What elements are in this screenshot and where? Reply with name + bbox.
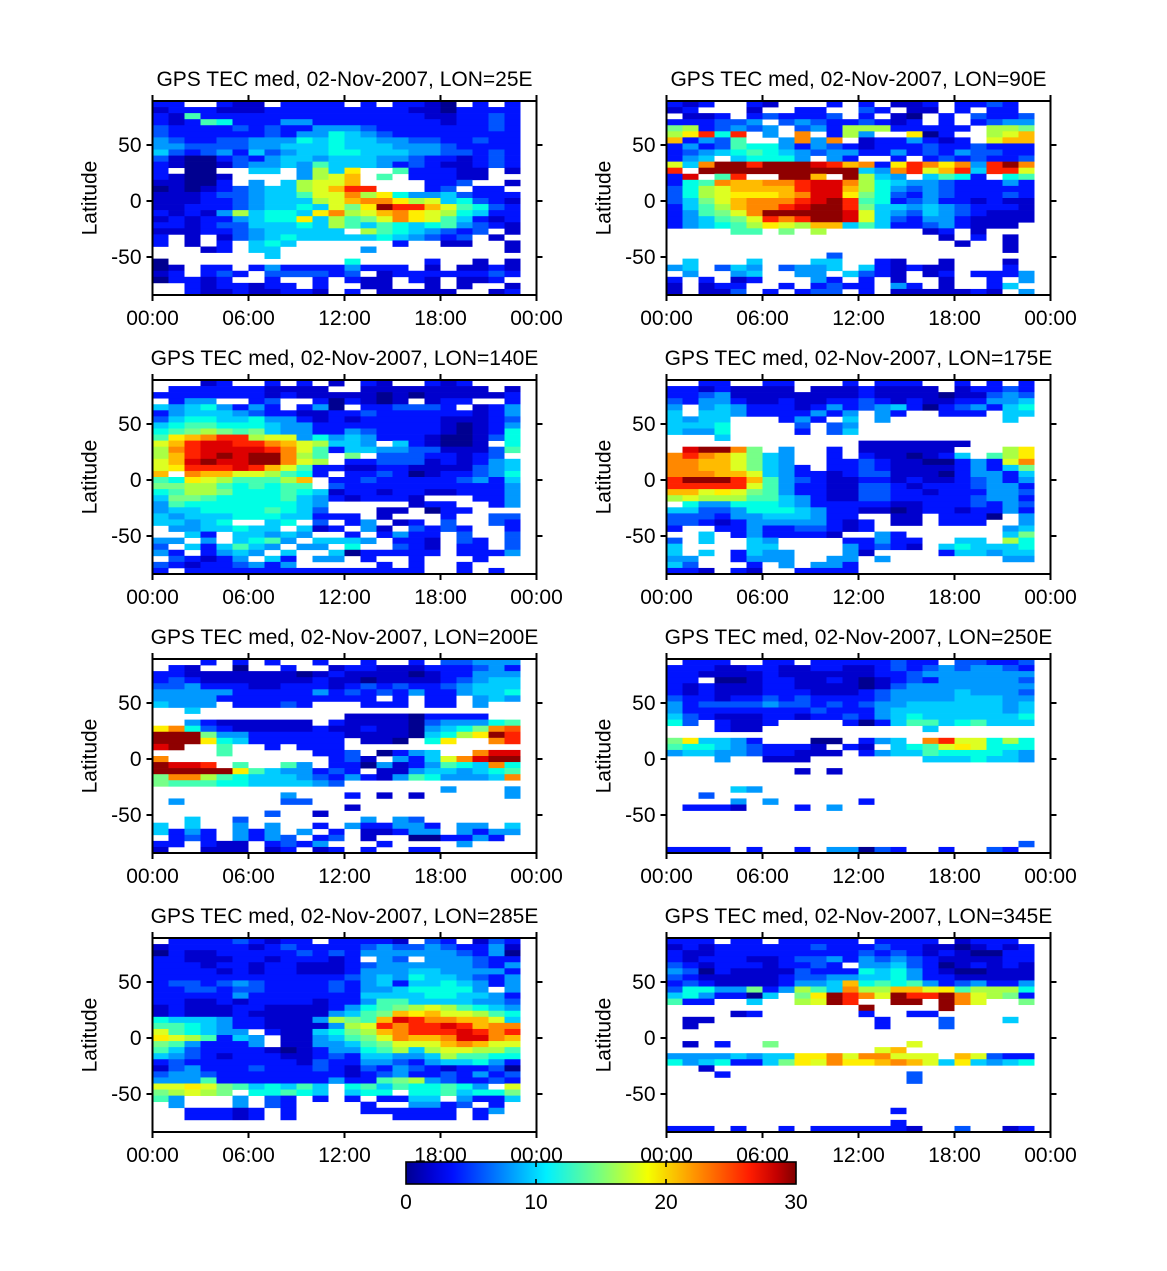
svg-text:18:00: 18:00 [414, 586, 467, 609]
svg-text:-50: -50 [625, 804, 655, 827]
svg-text:30: 30 [784, 1191, 807, 1214]
svg-text:00:00: 00:00 [510, 865, 563, 888]
svg-text:Latitude: Latitude [593, 161, 616, 236]
svg-text:0: 0 [644, 190, 656, 213]
svg-text:00:00: 00:00 [1024, 307, 1077, 330]
svg-text:18:00: 18:00 [414, 307, 467, 330]
svg-text:00:00: 00:00 [510, 586, 563, 609]
svg-text:18:00: 18:00 [414, 865, 467, 888]
svg-text:18:00: 18:00 [928, 586, 981, 609]
svg-text:12:00: 12:00 [832, 865, 885, 888]
svg-text:00:00: 00:00 [640, 586, 693, 609]
svg-text:20: 20 [654, 1191, 677, 1214]
svg-text:-50: -50 [625, 246, 655, 269]
svg-text:-50: -50 [625, 525, 655, 548]
svg-text:0: 0 [644, 748, 656, 771]
svg-text:GPS TEC med, 02-Nov-2007, LON=: GPS TEC med, 02-Nov-2007, LON=25E [156, 68, 532, 91]
svg-text:00:00: 00:00 [126, 865, 179, 888]
svg-text:00:00: 00:00 [126, 1144, 179, 1167]
svg-text:12:00: 12:00 [318, 307, 371, 330]
svg-text:50: 50 [632, 971, 655, 994]
svg-text:50: 50 [118, 134, 141, 157]
svg-text:0: 0 [130, 748, 142, 771]
svg-text:12:00: 12:00 [832, 586, 885, 609]
svg-text:GPS TEC med, 02-Nov-2007, LON=: GPS TEC med, 02-Nov-2007, LON=140E [151, 347, 539, 370]
svg-text:10: 10 [524, 1191, 547, 1214]
svg-text:12:00: 12:00 [318, 865, 371, 888]
svg-text:06:00: 06:00 [222, 586, 275, 609]
svg-text:00:00: 00:00 [1024, 865, 1077, 888]
svg-text:06:00: 06:00 [736, 865, 789, 888]
svg-text:0: 0 [130, 190, 142, 213]
svg-text:0: 0 [130, 469, 142, 492]
svg-text:Latitude: Latitude [79, 998, 102, 1073]
svg-text:06:00: 06:00 [736, 586, 789, 609]
svg-text:18:00: 18:00 [928, 307, 981, 330]
svg-text:12:00: 12:00 [318, 1144, 371, 1167]
svg-text:0: 0 [644, 469, 656, 492]
svg-text:-50: -50 [111, 1083, 141, 1106]
svg-text:GPS TEC med, 02-Nov-2007, LON=: GPS TEC med, 02-Nov-2007, LON=345E [665, 905, 1053, 928]
svg-text:GPS TEC med, 02-Nov-2007, LON=: GPS TEC med, 02-Nov-2007, LON=90E [670, 68, 1046, 91]
svg-text:00:00: 00:00 [126, 586, 179, 609]
svg-text:Latitude: Latitude [593, 719, 616, 794]
svg-text:50: 50 [632, 692, 655, 715]
svg-text:00:00: 00:00 [126, 307, 179, 330]
svg-text:50: 50 [118, 971, 141, 994]
svg-text:50: 50 [632, 413, 655, 436]
svg-text:00:00: 00:00 [640, 865, 693, 888]
svg-text:06:00: 06:00 [222, 1144, 275, 1167]
svg-text:00:00: 00:00 [640, 307, 693, 330]
svg-text:12:00: 12:00 [832, 1144, 885, 1167]
svg-text:50: 50 [118, 413, 141, 436]
svg-text:-50: -50 [111, 246, 141, 269]
svg-text:Latitude: Latitude [593, 440, 616, 515]
svg-text:06:00: 06:00 [222, 865, 275, 888]
svg-text:12:00: 12:00 [832, 307, 885, 330]
svg-text:-50: -50 [111, 525, 141, 548]
svg-text:GPS TEC med, 02-Nov-2007, LON=: GPS TEC med, 02-Nov-2007, LON=175E [665, 347, 1053, 370]
svg-text:-50: -50 [625, 1083, 655, 1106]
svg-text:-50: -50 [111, 804, 141, 827]
svg-text:0: 0 [400, 1191, 412, 1214]
svg-text:Latitude: Latitude [79, 440, 102, 515]
svg-text:00:00: 00:00 [1024, 586, 1077, 609]
svg-text:18:00: 18:00 [928, 865, 981, 888]
svg-text:Latitude: Latitude [79, 719, 102, 794]
svg-text:GPS TEC med, 02-Nov-2007, LON=: GPS TEC med, 02-Nov-2007, LON=285E [151, 905, 539, 928]
svg-text:18:00: 18:00 [928, 1144, 981, 1167]
svg-text:Latitude: Latitude [79, 161, 102, 236]
svg-text:GPS TEC med, 02-Nov-2007, LON=: GPS TEC med, 02-Nov-2007, LON=200E [151, 626, 539, 649]
svg-text:06:00: 06:00 [736, 307, 789, 330]
svg-text:06:00: 06:00 [222, 307, 275, 330]
svg-text:50: 50 [118, 692, 141, 715]
svg-text:0: 0 [644, 1027, 656, 1050]
svg-text:Latitude: Latitude [593, 998, 616, 1073]
svg-text:00:00: 00:00 [510, 307, 563, 330]
svg-text:12:00: 12:00 [318, 586, 371, 609]
svg-text:GPS TEC med, 02-Nov-2007, LON=: GPS TEC med, 02-Nov-2007, LON=250E [665, 626, 1053, 649]
svg-text:50: 50 [632, 134, 655, 157]
svg-text:00:00: 00:00 [1024, 1144, 1077, 1167]
svg-text:0: 0 [130, 1027, 142, 1050]
